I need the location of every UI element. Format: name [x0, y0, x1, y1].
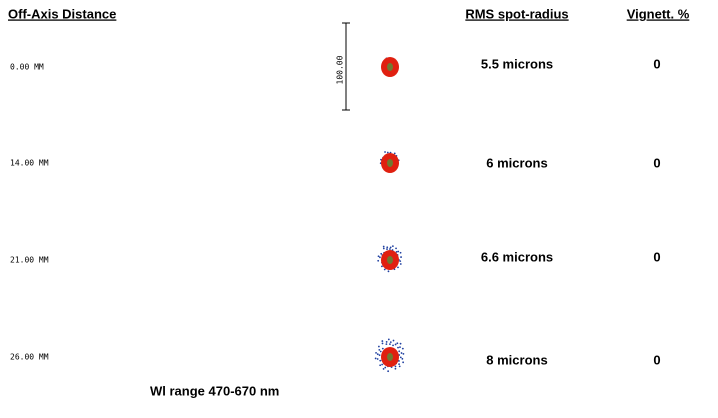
spot-ray [398, 350, 401, 353]
spot-ray [392, 344, 394, 347]
spot-ray [397, 266, 399, 269]
spot-ray [402, 352, 405, 355]
spot-ray [384, 151, 386, 153]
spot-ray [375, 351, 377, 354]
spot-ray [385, 341, 388, 343]
spot-ray [393, 152, 396, 155]
spot-ray [394, 343, 397, 346]
spot-ray [381, 363, 384, 366]
spot-ray [374, 357, 377, 360]
spot-ray [399, 346, 401, 349]
spot-ray [399, 342, 402, 345]
spot-ray [384, 366, 387, 369]
spot-ray [398, 360, 400, 362]
spot-ray [387, 370, 390, 373]
spot-ray [397, 250, 400, 253]
vignetting-value: 0 [653, 56, 660, 71]
spot-ray [381, 342, 384, 345]
spot-ray [392, 339, 395, 342]
spot-ray [376, 353, 379, 356]
spot-ray [401, 347, 404, 350]
spot-ray [394, 365, 397, 368]
vignetting-value: 0 [653, 352, 660, 367]
spot-ray [389, 343, 391, 346]
spot-ray [400, 352, 403, 354]
spot-ray [399, 260, 402, 263]
spot-ray [380, 252, 383, 255]
distance-label: 14.00 MM [10, 159, 49, 168]
spot-center [387, 256, 393, 264]
spot-ray [398, 363, 400, 366]
scale-label: 100.00 [336, 55, 345, 84]
spot-ray [399, 263, 402, 265]
spot-ray [400, 256, 402, 258]
distance-label: 26.00 MM [10, 353, 49, 362]
spot-ray [395, 247, 397, 250]
spot-ray [389, 341, 392, 344]
footer: Wl range 470-670 nm [150, 383, 279, 398]
rms-value: 6 microns [486, 155, 547, 170]
spot-ray [386, 151, 389, 154]
header-vignetting: Vignett. % [627, 6, 690, 21]
spot-ray [381, 340, 384, 342]
spot-ray [389, 246, 392, 249]
spot-center [387, 63, 393, 71]
spot-ray [399, 251, 402, 254]
distance-label: 21.00 MM [10, 256, 49, 265]
spot-ray [387, 338, 390, 341]
spot-ray [389, 248, 391, 250]
header-distance: Off-Axis Distance [8, 6, 116, 21]
spot-ray [380, 265, 383, 268]
header-rms: RMS spot-radius [465, 6, 568, 21]
spot-ray [379, 350, 382, 353]
spot-ray [385, 343, 388, 346]
rms-value: 8 microns [486, 352, 547, 367]
spot-ray [378, 349, 381, 351]
spot-ray [382, 245, 385, 248]
spot-ray [382, 247, 385, 250]
spot-ray [377, 255, 380, 258]
spot-center [387, 159, 393, 167]
spot-ray [401, 357, 404, 360]
spot-ray [398, 365, 401, 368]
spot-ray [376, 358, 379, 360]
spot-ray [381, 347, 384, 350]
spot-ray [402, 361, 405, 364]
vignetting-value: 0 [653, 155, 660, 170]
spot-ray [395, 251, 398, 253]
distance-label: 0.00 MM [10, 63, 44, 72]
spot-ray [394, 367, 397, 370]
spot-ray [379, 364, 382, 367]
spot-ray [379, 359, 382, 362]
spot-ray [399, 356, 402, 359]
spot-ray [377, 345, 380, 348]
spot-center [387, 353, 393, 361]
vignetting-value: 0 [653, 249, 660, 264]
spot-ray [377, 259, 380, 262]
spot-ray [386, 246, 389, 249]
rms-value: 5.5 microns [481, 56, 553, 71]
spot-ray [396, 342, 399, 345]
spot-ray [397, 346, 399, 349]
spot-ray [386, 248, 388, 250]
scale-bar [342, 22, 350, 111]
spot-ray [391, 245, 394, 248]
spot-ray [383, 268, 386, 271]
spot-ray [387, 270, 390, 273]
spot-ray [382, 368, 385, 370]
spot-ray [378, 354, 381, 357]
spot-ray [379, 256, 381, 259]
rms-value: 6.6 microns [481, 249, 553, 264]
